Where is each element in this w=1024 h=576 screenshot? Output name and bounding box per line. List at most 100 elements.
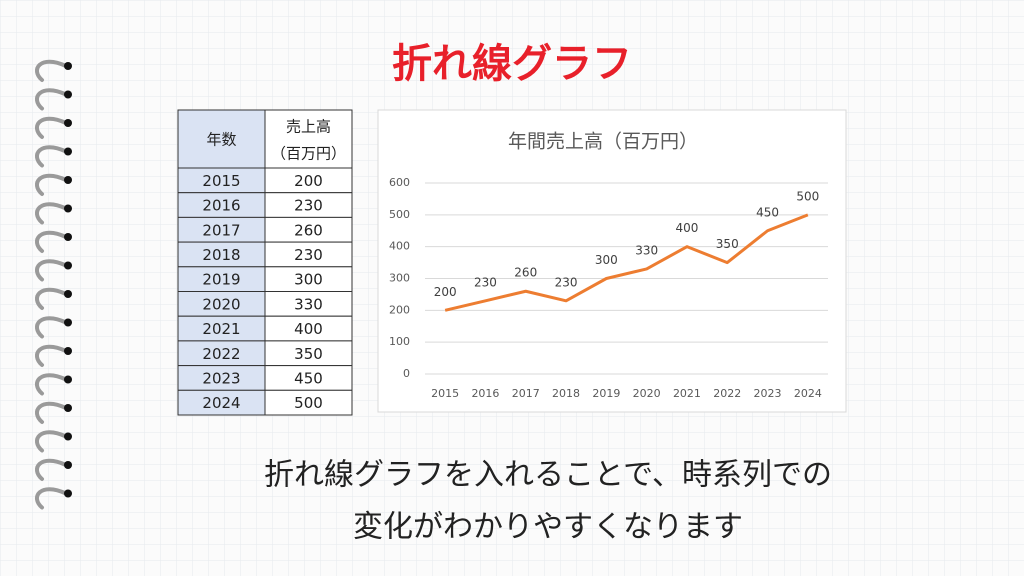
data-table: 年数 売上高 （百万円） 2015 200 2016 230 2017 260 2018 230 20… — [177, 109, 353, 416]
ring-hole — [64, 233, 72, 241]
header-text: 年数 — [206, 131, 236, 149]
ring — [35, 230, 68, 253]
caption-line: 変化がわかりやすくなります — [353, 510, 743, 545]
y-tick-label: 500 — [389, 208, 410, 221]
ring — [35, 173, 68, 196]
data-label: 350 — [716, 237, 739, 251]
data-label: 230 — [474, 275, 497, 289]
cell-text: 500 — [294, 394, 323, 412]
cell — [177, 315, 266, 342]
x-tick-label: 2021 — [673, 387, 701, 400]
ring-hole — [64, 261, 72, 270]
ring-hole — [64, 375, 72, 384]
ring — [35, 88, 68, 111]
cell-text: 2017 — [202, 221, 240, 239]
ring — [35, 430, 68, 453]
cell-text: 350 — [294, 345, 323, 363]
slide-title: 折れ線グラフ — [392, 41, 632, 87]
data-label: 450 — [756, 205, 779, 219]
cell-text: 400 — [294, 320, 323, 338]
cell — [264, 167, 353, 194]
chart: 0 100 200 300 400 500 600 2015 2016 2017 2018 2019 2… — [389, 176, 828, 400]
cell — [177, 389, 266, 416]
ring — [35, 487, 68, 510]
ring-hole — [64, 318, 72, 327]
cell-text: 2015 — [202, 172, 240, 190]
y-tick-label: 300 — [389, 272, 410, 285]
cell — [177, 291, 266, 317]
cell-text: 2022 — [202, 345, 240, 363]
x-tick-label: 2020 — [633, 387, 661, 400]
ring — [35, 59, 68, 82]
ring-hole — [64, 489, 72, 498]
cell-text: 2024 — [202, 394, 240, 412]
data-label: 500 — [796, 189, 819, 203]
data-label: 330 — [635, 243, 658, 257]
y-tick-label: 200 — [389, 303, 410, 316]
cell-text: 230 — [294, 197, 323, 215]
cell-text: 260 — [294, 221, 323, 239]
cell-text: 230 — [294, 246, 323, 264]
cell — [177, 216, 266, 243]
ring-hole — [64, 290, 72, 298]
y-tick-label: 600 — [389, 176, 410, 189]
header-cell — [177, 109, 266, 169]
ring-hole — [64, 461, 72, 469]
cell-text: 300 — [294, 271, 323, 289]
data-label: 260 — [514, 266, 537, 280]
cell-text: 330 — [294, 295, 323, 313]
caption-line: 折れ線グラフを入れることで、時系列での — [264, 458, 832, 493]
cell-text: 2020 — [202, 295, 240, 313]
x-tick-label: 2018 — [552, 387, 580, 400]
ring-hole — [64, 404, 72, 412]
data-label: 300 — [595, 253, 618, 267]
cell — [264, 340, 353, 367]
ring — [35, 401, 68, 424]
ring-hole — [64, 147, 72, 156]
cell — [264, 216, 353, 243]
cell-text: 450 — [294, 369, 323, 387]
ring-hole — [64, 62, 72, 70]
ring-hole — [64, 204, 72, 213]
cell — [264, 365, 353, 391]
y-tick-label: 0 — [403, 367, 410, 380]
ring — [35, 116, 68, 139]
cell-text: 2018 — [202, 246, 240, 264]
header-text: （百万円） — [271, 145, 346, 163]
x-tick-label: 2016 — [471, 387, 499, 400]
cell — [264, 291, 353, 317]
cell-text: 2023 — [202, 369, 240, 387]
cell-text: 2021 — [202, 320, 240, 338]
ring-hole — [64, 176, 72, 184]
spiral-binding — [35, 59, 72, 510]
cell — [264, 315, 353, 342]
cell — [264, 389, 353, 416]
ring — [35, 458, 68, 481]
cell — [177, 167, 266, 194]
ring-hole — [64, 119, 72, 127]
header-cell — [264, 109, 353, 169]
ring — [35, 145, 68, 168]
data-label: 400 — [675, 221, 698, 235]
line — [444, 213, 809, 312]
data-label: 230 — [555, 275, 578, 289]
ring — [35, 287, 68, 310]
cell — [177, 365, 266, 391]
ring-hole — [64, 347, 72, 355]
cell — [177, 340, 266, 367]
chart-title: 年間売上高（百万円） — [508, 131, 698, 153]
x-tick-label: 2023 — [754, 387, 782, 400]
x-tick-label: 2017 — [512, 387, 540, 400]
ring — [35, 344, 68, 367]
cell-text: 200 — [294, 172, 323, 190]
x-tick-label: 2022 — [713, 387, 741, 400]
ring — [35, 316, 68, 339]
x-tick-label: 2024 — [794, 387, 822, 400]
cell-text: 2019 — [202, 271, 240, 289]
y-tick-label: 400 — [389, 240, 410, 253]
x-tick-label: 2015 — [431, 387, 459, 400]
header-text: 売上高 — [286, 118, 331, 136]
data-label: 200 — [434, 285, 457, 299]
